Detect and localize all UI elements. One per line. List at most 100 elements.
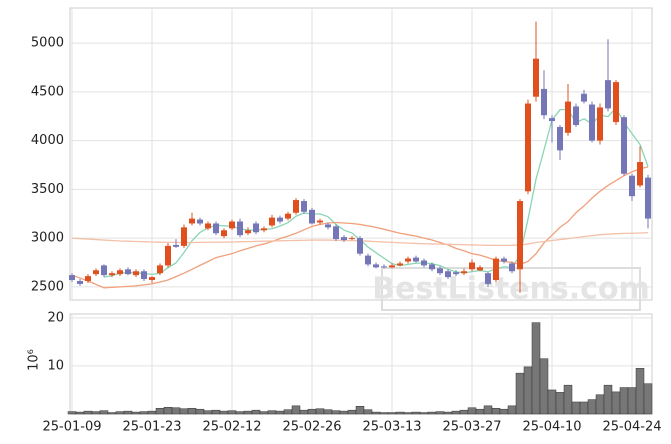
volume-bar <box>547 389 557 415</box>
candle-body <box>77 280 83 284</box>
volume-bar <box>363 409 373 415</box>
y-tick-label: 20 <box>47 310 64 325</box>
volume-bar <box>307 408 317 415</box>
candle-body <box>421 260 427 266</box>
candle-body <box>101 265 107 276</box>
candle-body <box>237 221 243 236</box>
volume-unit: 10⁶ <box>27 349 42 371</box>
volume-bar <box>563 384 573 415</box>
candle-body <box>493 258 499 281</box>
candle-body <box>117 270 123 275</box>
y-tick-label: 3000 <box>31 231 64 246</box>
volume-bar <box>283 409 293 415</box>
volume-bar <box>499 408 509 415</box>
volume-bar <box>195 408 205 415</box>
candle-body <box>437 268 443 274</box>
candle-body <box>525 103 531 192</box>
candle-body <box>373 264 379 268</box>
x-tick-label: 25-01-09 <box>42 420 101 435</box>
candle-body <box>293 200 299 213</box>
candle-body <box>645 177 651 219</box>
volume-bar <box>267 410 277 415</box>
candle-body <box>621 117 627 174</box>
candle-body <box>517 201 523 270</box>
candle-body <box>253 223 259 233</box>
volume-bar <box>323 409 333 415</box>
x-tick-label: 25-03-13 <box>362 420 421 435</box>
volume-bar <box>155 407 165 415</box>
candle-body <box>389 265 395 268</box>
volume-bar <box>539 358 549 415</box>
candle-body <box>589 104 595 141</box>
candle-body <box>477 267 483 271</box>
volume-bar <box>387 412 397 415</box>
candle-body <box>221 230 227 237</box>
volume-bar <box>299 409 309 415</box>
y-tick-label: 10 <box>47 358 64 373</box>
volume-bar <box>291 405 301 415</box>
volume-bar <box>443 411 453 415</box>
volume-bar <box>475 408 485 415</box>
candle-body <box>397 263 403 266</box>
candle-body <box>573 106 579 125</box>
x-tick-label: 25-01-23 <box>122 420 181 435</box>
volume-bar <box>91 411 101 415</box>
candle-body <box>637 162 643 186</box>
volume-bar <box>395 411 405 415</box>
x-tick-label: 25-02-26 <box>282 420 341 435</box>
candle-body <box>309 209 315 224</box>
candle-body <box>453 272 459 275</box>
volume-bar <box>227 410 237 415</box>
candle-body <box>605 80 611 109</box>
volume-bar <box>435 411 445 415</box>
y-tick-label: 2500 <box>31 279 64 294</box>
candle-body <box>141 271 147 280</box>
volume-bar <box>131 411 141 415</box>
volume-bar <box>427 411 437 415</box>
volume-bar <box>611 391 621 415</box>
candle-body <box>133 271 139 276</box>
candle-body <box>357 238 363 254</box>
candle-body <box>501 258 507 262</box>
volume-bar <box>491 407 501 415</box>
y-tick-label: 4000 <box>31 133 64 148</box>
volume-bar <box>67 411 77 415</box>
volume-bar <box>571 401 581 415</box>
volume-bar <box>483 405 493 415</box>
volume-bar <box>331 410 341 415</box>
volume-bar <box>99 410 109 415</box>
candle-body <box>245 230 251 234</box>
moving-average <box>71 166 649 289</box>
volume-bar <box>467 407 477 415</box>
candle-body <box>285 213 291 219</box>
volume-bar <box>347 409 357 415</box>
candle-body <box>405 258 411 262</box>
volume-bar <box>203 410 213 415</box>
volume-bar <box>595 394 605 415</box>
volume-bar <box>75 411 85 415</box>
volume-bar <box>419 412 429 415</box>
y-tick-label: 5000 <box>31 36 64 51</box>
candle-body <box>93 270 99 275</box>
candle-body <box>269 217 275 226</box>
candle-body <box>597 107 603 141</box>
volume-bar <box>579 401 589 415</box>
candle-body <box>189 218 195 224</box>
volume-bar <box>459 409 469 415</box>
x-tick-label: 25-04-10 <box>522 420 581 435</box>
candle-body <box>149 277 155 281</box>
volume-bar <box>171 407 181 415</box>
volume-bar <box>403 412 413 415</box>
volume-bar <box>515 372 525 415</box>
candle-body <box>261 228 267 231</box>
candle-body <box>429 264 435 270</box>
volume-bar <box>83 410 93 415</box>
volume-bar <box>163 407 173 415</box>
candle-body <box>85 276 91 281</box>
candle-body <box>549 118 555 122</box>
volume-bar <box>123 410 133 415</box>
volume-bar <box>587 399 597 415</box>
candle-body <box>461 271 467 274</box>
volume-bar <box>635 368 645 415</box>
